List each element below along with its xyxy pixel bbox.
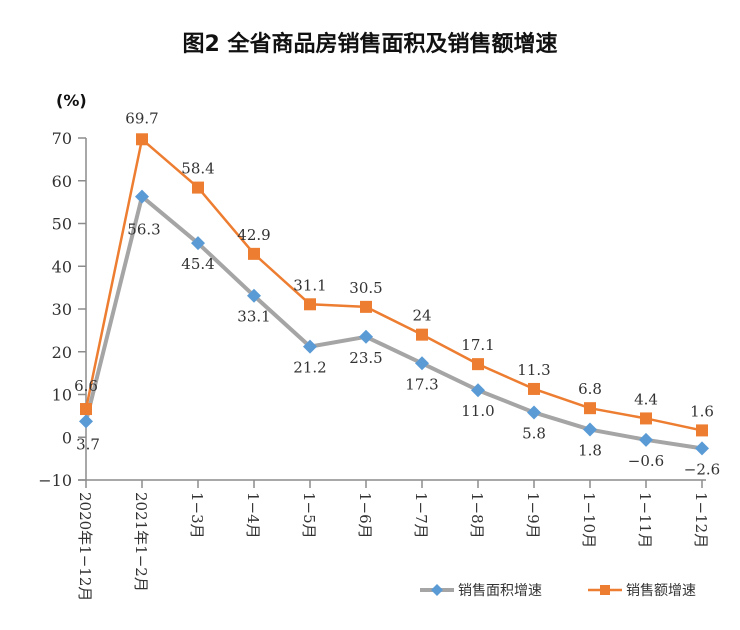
data-point-area xyxy=(583,422,597,437)
data-point-area xyxy=(79,414,93,429)
data-label-area: −0.6 xyxy=(628,452,664,470)
legend-item-amount: 销售额增速 xyxy=(588,583,696,599)
data-point-area xyxy=(135,189,149,204)
y-tick-label: −10 xyxy=(38,471,72,490)
x-tick-label: 2021年1−2月 xyxy=(132,492,150,592)
data-point-amount xyxy=(528,382,540,395)
data-point-amount xyxy=(80,403,92,416)
series-line-area xyxy=(84,194,703,451)
data-point-area xyxy=(471,383,485,398)
data-point-amount xyxy=(472,358,484,371)
y-tick-label: 70 xyxy=(52,129,72,148)
data-label-area: 11.0 xyxy=(461,402,494,420)
data-point-amount xyxy=(192,181,204,194)
data-point-area xyxy=(639,432,653,447)
y-tick-label: 20 xyxy=(52,343,72,362)
data-label-amount: 42.9 xyxy=(237,226,270,244)
data-label-area: 33.1 xyxy=(237,308,270,326)
y-tick-label: 50 xyxy=(52,215,72,234)
data-label-area: 45.4 xyxy=(181,255,214,273)
data-label-amount: 6.6 xyxy=(74,377,98,395)
data-label-area: 56.3 xyxy=(127,221,160,239)
data-label-amount: 31.1 xyxy=(293,276,326,294)
x-tick-label: 1−6月 xyxy=(356,492,374,539)
data-label-amount: 1.6 xyxy=(690,402,714,420)
x-tick-label: 1−7月 xyxy=(412,492,430,539)
data-label-area: 1.8 xyxy=(578,442,602,460)
data-point-area xyxy=(303,339,317,354)
data-point-area xyxy=(527,405,541,420)
data-point-amount xyxy=(360,300,372,313)
y-tick-label: 0 xyxy=(62,428,72,447)
data-label-amount: 30.5 xyxy=(349,279,382,297)
legend-item-area: 销售面积增速 xyxy=(420,583,542,599)
data-label-amount: 6.8 xyxy=(578,380,602,398)
data-label-area: 17.3 xyxy=(405,375,438,393)
y-tick-label: 30 xyxy=(52,300,72,319)
y-tick-label: 10 xyxy=(52,386,72,405)
data-label-amount: 58.4 xyxy=(181,160,214,178)
data-point-area xyxy=(359,329,373,344)
data-label-amount: 69.7 xyxy=(125,109,158,127)
data-point-amount xyxy=(248,247,260,260)
legend-label: 销售额增速 xyxy=(626,583,696,599)
data-label-amount: 11.3 xyxy=(517,361,550,379)
y-tick-label: 40 xyxy=(52,257,72,276)
x-tick-label: 1−5月 xyxy=(300,492,318,539)
x-tick-label: 1−11月 xyxy=(636,492,654,548)
legend-marker-diamond xyxy=(431,584,443,596)
series-line-amount xyxy=(84,138,703,432)
data-point-area xyxy=(415,356,429,371)
data-point-amount xyxy=(696,424,708,437)
data-label-area: −2.6 xyxy=(684,460,720,478)
y-axis-unit: (%) xyxy=(56,91,87,110)
data-label-area: 21.2 xyxy=(293,359,326,377)
data-point-amount xyxy=(584,402,596,415)
x-tick-label: 1−3月 xyxy=(188,492,206,539)
x-tick-label: 1−10月 xyxy=(580,492,598,548)
data-point-amount xyxy=(304,298,316,311)
legend-label: 销售面积增速 xyxy=(458,583,542,599)
x-tick-label: 1−4月 xyxy=(244,492,262,539)
data-point-area xyxy=(247,288,261,303)
data-label-amount: 24 xyxy=(412,307,431,325)
y-tick-label: 60 xyxy=(52,172,72,191)
data-label-amount: 17.1 xyxy=(461,336,494,354)
data-point-amount xyxy=(136,133,148,146)
x-tick-label: 2020年1−12月 xyxy=(76,492,94,601)
data-point-area xyxy=(191,236,205,251)
data-label-area: 5.8 xyxy=(522,424,546,442)
data-point-area xyxy=(695,441,709,456)
chart-title: 图2 全省商品房销售面积及销售额增速 xyxy=(182,32,558,57)
data-label-area: 23.5 xyxy=(349,349,382,367)
data-label-area: 3.7 xyxy=(76,435,100,453)
data-point-amount xyxy=(416,328,428,341)
legend-marker-square xyxy=(600,585,610,595)
x-tick-label: 1−9月 xyxy=(524,492,542,539)
x-tick-label: 1−12月 xyxy=(692,492,710,548)
data-point-amount xyxy=(640,412,652,425)
data-label-amount: 4.4 xyxy=(634,390,658,408)
x-tick-label: 1−8月 xyxy=(468,492,486,539)
